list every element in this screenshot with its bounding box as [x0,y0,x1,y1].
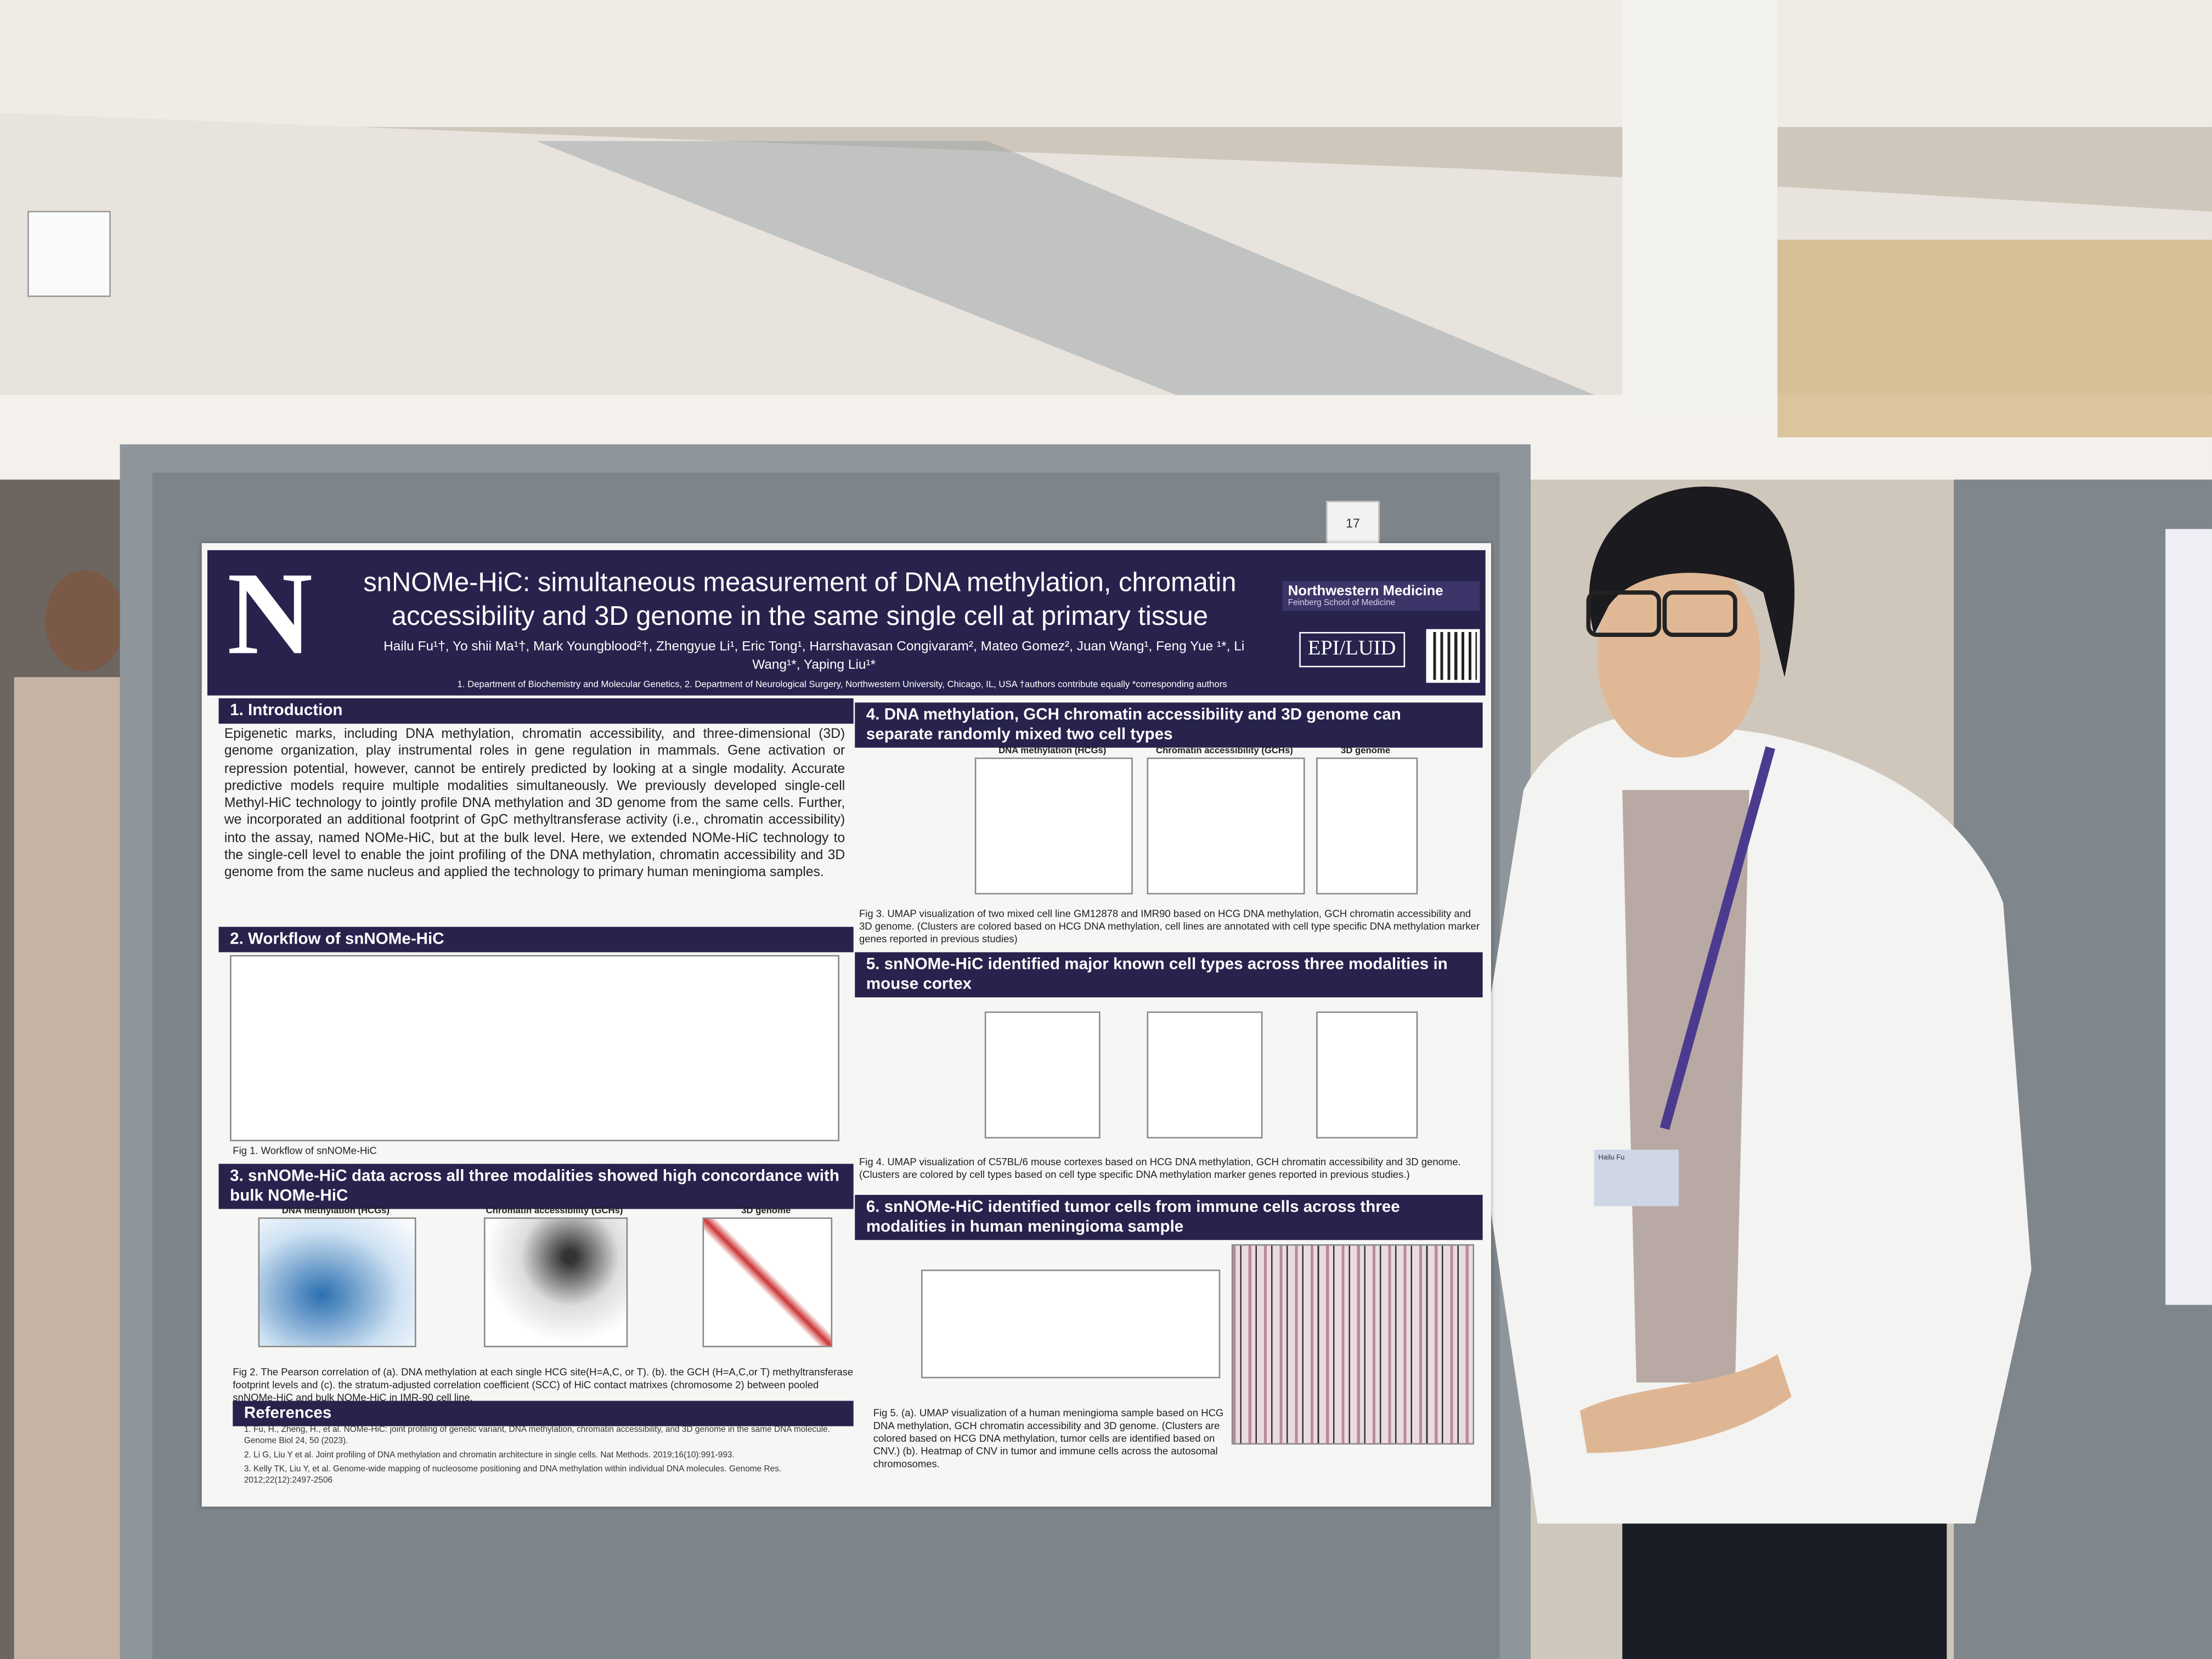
glasses-left [1586,590,1661,637]
section-text: Epigenetic marks, including DNA methylat… [224,726,845,881]
section-heading: 2. Workflow of snNOMe-HiC [218,927,854,952]
glass-railing [536,141,1764,466]
glasses-right [1662,590,1737,637]
scatter-density [483,1217,628,1347]
umap-plot [974,757,1133,895]
person-shirt [1474,715,2032,1524]
lit-window [1777,240,2212,438]
board-number: 17 [1326,500,1380,546]
section-heading: 1. Introduction [218,698,854,724]
figure-caption: Fig 5. (a). UMAP visualization of a huma… [873,1406,1224,1470]
umap-plot [984,1011,1101,1139]
umap-plot [1147,1011,1263,1139]
panel-label: DNA methylation (HCGs) [998,746,1107,757]
umap-plot [1316,1011,1418,1139]
umap-plot [921,1269,1221,1379]
person-hair [1589,486,1795,678]
bystander-head [45,569,125,672]
figure-caption: Fig 1. Workflow of snNOMe-HiC [233,1144,377,1157]
upper-floor [0,0,2212,127]
cnv-heatmap [1231,1244,1475,1445]
qr-code [1426,629,1480,683]
poster: N snNOMe-HiC: simultaneous measurement o… [201,543,1491,1507]
reference: 3. Kelly TK, Liu Y, et al. Genome-wide m… [244,1465,782,1485]
institution: Northwestern Medicine [1288,584,1443,600]
authors: Hailu Fu¹†, Yo shii Ma¹†, Mark Youngbloo… [383,639,1245,673]
person-hands [1579,1354,1792,1453]
school: Feinberg School of Medicine [1288,599,1396,608]
panel-label: Chromatin accessibility (GCHs) [1156,746,1293,757]
poster-header: N snNOMe-HiC: simultaneous measurement o… [207,550,1486,696]
wall-panel [27,211,111,297]
lanyard [1660,746,1775,1130]
figure-caption: Fig 3. UMAP visualization of two mixed c… [859,907,1480,945]
workflow-figure [230,955,839,1142]
column [1622,0,1778,424]
logo-letter: N [227,549,313,680]
poster-title: snNOMe-HiC: simultaneous measurement of … [363,568,1237,632]
neighbor-poster [2165,529,2212,1305]
person-face [1596,554,1761,758]
section-heading: 3. snNOMe-HiC data across all three moda… [218,1164,854,1209]
reference: 2. Li G, Liu Y et al. Joint profiling of… [244,1451,735,1460]
contact-map [702,1217,833,1347]
reference: 1. Fu, H., Zheng, H., et al. NOMe-HiC: j… [244,1426,831,1446]
scatter-density [258,1217,416,1347]
panel-label: 3D genome [741,1206,791,1216]
panel-label: 3D genome [1341,746,1391,757]
section-heading: References [233,1401,854,1426]
affiliations: 1. Department of Biochemistry and Molecu… [457,680,1227,690]
section-heading: 5. snNOMe-HiC identified major known cel… [855,952,1483,997]
name-badge: Hailu Fu [1594,1149,1679,1206]
panel-label: Chromatin accessibility (GCHs) [486,1206,623,1216]
figure-caption: Fig 4. UMAP visualization of C57BL/6 mou… [859,1155,1461,1181]
panel-label: DNA methylation (HCGs) [281,1206,390,1216]
section-heading: 4. DNA methylation, GCH chromatin access… [855,702,1483,748]
umap-plot [1147,757,1305,895]
figure-caption: Fig 2. The Pearson correlation of (a). D… [233,1365,854,1404]
umap-plot [1316,757,1418,895]
lab-logo: EPI/LUID [1299,631,1404,668]
institution-logo: Northwestern Medicine Feinberg School of… [1282,581,1480,611]
section-heading: 6. snNOMe-HiC identified tumor cells fro… [855,1194,1483,1240]
